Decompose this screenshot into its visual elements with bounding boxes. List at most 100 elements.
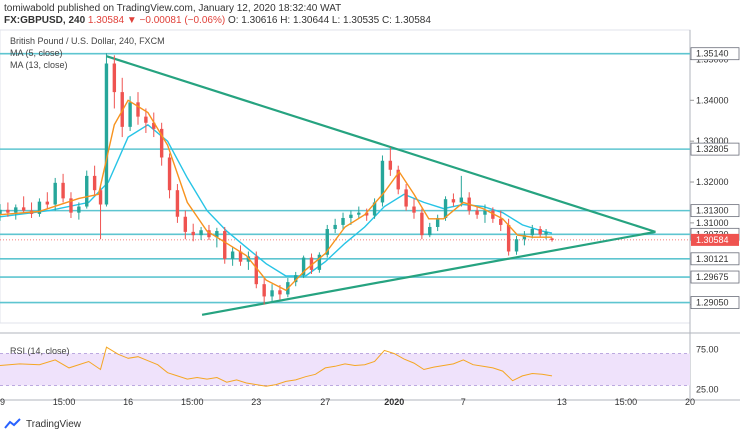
legend-ma-slow: MA (13, close) bbox=[10, 60, 68, 70]
time-tick-label: 20 bbox=[685, 397, 695, 407]
candle-body bbox=[530, 229, 534, 236]
candle-body bbox=[380, 160, 385, 203]
candle-body bbox=[98, 190, 103, 205]
candle-body bbox=[152, 122, 156, 129]
down-arrow-icon: ▼ bbox=[126, 15, 137, 26]
candle-body bbox=[254, 256, 258, 285]
candle-body bbox=[183, 216, 188, 232]
candle-body bbox=[230, 251, 235, 259]
trendline bbox=[106, 55, 656, 233]
brand-text: TradingView bbox=[26, 418, 82, 430]
candle-body bbox=[357, 212, 361, 215]
level-label: 1.29675 bbox=[696, 272, 729, 282]
candle-body bbox=[341, 217, 345, 225]
candle-body bbox=[6, 209, 10, 213]
candle-body bbox=[167, 157, 172, 191]
candle-body bbox=[112, 63, 117, 93]
legend-ma-fast: MA (5, close) bbox=[10, 48, 63, 58]
level-tag bbox=[690, 204, 740, 218]
candle-body bbox=[506, 224, 511, 252]
footer: TradingView bbox=[4, 418, 81, 430]
candle-body bbox=[550, 238, 554, 241]
time-tick-label: 9 bbox=[0, 397, 5, 407]
candle-body bbox=[309, 257, 314, 270]
tradingview-logo-icon bbox=[4, 418, 21, 429]
candle-body bbox=[388, 160, 393, 170]
time-tick-label: 27 bbox=[320, 397, 330, 407]
candle-body bbox=[514, 239, 519, 252]
level-tag bbox=[690, 296, 740, 309]
candle-body bbox=[159, 128, 164, 158]
time-tick-label: 16 bbox=[123, 397, 133, 407]
time-tick-label: 15:00 bbox=[181, 397, 204, 407]
candle-body bbox=[270, 290, 274, 297]
level-tag bbox=[690, 252, 740, 266]
candle-body bbox=[69, 198, 73, 213]
last-price-label: 1.30584 bbox=[696, 235, 729, 245]
candle-body bbox=[317, 254, 322, 270]
level-label: 1.35140 bbox=[696, 49, 729, 59]
time-tick-label: 13 bbox=[557, 397, 567, 407]
price-tick-label: 1.32000 bbox=[696, 177, 729, 187]
candle-body bbox=[77, 206, 81, 213]
rsi-line bbox=[0, 346, 553, 387]
candle-body bbox=[215, 231, 219, 238]
candle-body bbox=[301, 257, 306, 276]
candle-body bbox=[428, 226, 432, 236]
rsi-tick-label: 75.00 bbox=[696, 345, 719, 355]
level-label: 1.30121 bbox=[696, 254, 729, 264]
last-price-tag bbox=[691, 233, 739, 246]
candle-body bbox=[61, 182, 65, 199]
candle-body bbox=[199, 230, 203, 236]
time-tick-label: 2020 bbox=[384, 397, 404, 407]
publisher-line: tomiwabold published on TradingView.com,… bbox=[4, 3, 342, 14]
candle-body bbox=[175, 190, 180, 217]
chart-header: tomiwabold published on TradingView.com,… bbox=[0, 0, 740, 50]
rsi-pane: 75.00 25.00 bbox=[0, 345, 719, 394]
candle-body bbox=[45, 201, 50, 205]
time-tick-label: 23 bbox=[251, 397, 261, 407]
price-pane: 1.350001.340001.330001.320001.310001.290… bbox=[0, 29, 740, 400]
rsi-title: RSI (14, close) bbox=[10, 346, 70, 356]
candle-body bbox=[85, 175, 89, 207]
level-tag bbox=[690, 142, 740, 156]
level-label: 1.31300 bbox=[696, 206, 729, 216]
candle-body bbox=[53, 182, 57, 205]
time-axis: 9 15:00 16 15:00 23 27 2020 7 13 15:00 20 bbox=[0, 397, 740, 407]
candle-body bbox=[104, 63, 109, 205]
chart-title: British Pound / U.S. Dollar, 240, FXCM bbox=[10, 36, 165, 46]
candle-body bbox=[404, 189, 408, 207]
candle-body bbox=[333, 224, 337, 230]
candle-body bbox=[0, 209, 2, 214]
candle-body bbox=[435, 217, 440, 227]
candle-body bbox=[544, 231, 548, 235]
candle-body bbox=[128, 102, 132, 127]
candle-body bbox=[364, 212, 369, 216]
candle-body bbox=[144, 116, 148, 123]
price-tick-label: 1.31000 bbox=[696, 218, 729, 228]
level-tag bbox=[690, 47, 740, 61]
candle-body bbox=[372, 202, 377, 216]
level-tag bbox=[690, 270, 740, 284]
candle-body bbox=[223, 231, 227, 259]
candle-body bbox=[136, 102, 140, 117]
candle-body bbox=[191, 231, 195, 236]
candle-body bbox=[443, 199, 448, 218]
level-label: 1.29050 bbox=[696, 298, 729, 308]
candle-body bbox=[262, 284, 266, 297]
time-tick-label: 15:00 bbox=[53, 397, 76, 407]
last-price: 1.30584 bbox=[87, 15, 125, 26]
symbol: FX:GBPUSD, 240 bbox=[4, 15, 86, 26]
trendline bbox=[201, 230, 656, 316]
candle-body bbox=[451, 199, 456, 203]
ohlc-values: O: 1.30616 H: 1.30644 L: 1.30535 C: 1.30… bbox=[227, 15, 431, 26]
level-label: 1.32805 bbox=[696, 144, 729, 154]
price-tick-label: 1.33000 bbox=[696, 136, 729, 146]
time-tick-label: 15:00 bbox=[615, 397, 638, 407]
rsi-band bbox=[0, 353, 690, 386]
candle-body bbox=[522, 235, 527, 240]
price-change: −0.00081 (−0.06%) bbox=[139, 15, 226, 26]
candle-body bbox=[92, 175, 97, 191]
candle-body bbox=[396, 169, 400, 190]
